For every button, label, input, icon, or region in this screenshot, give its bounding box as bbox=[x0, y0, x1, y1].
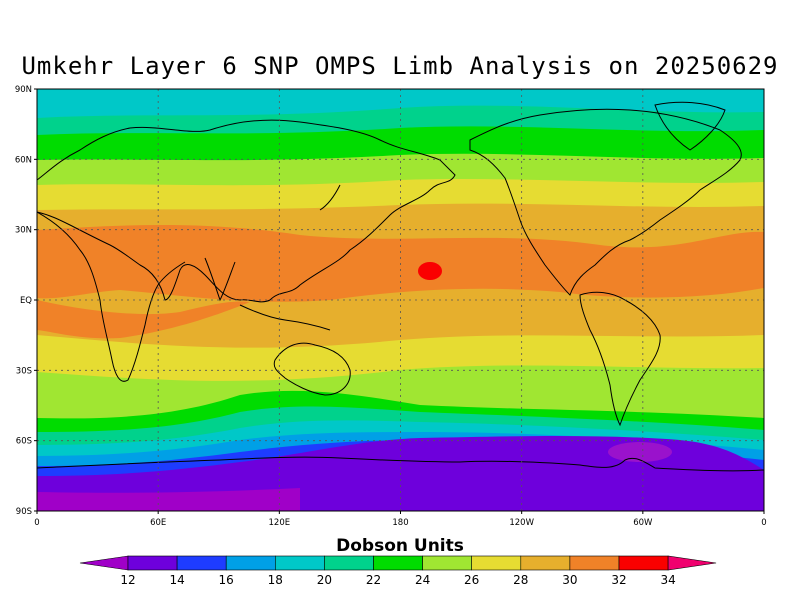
coast-north-america bbox=[469, 108, 742, 296]
coastlines bbox=[37, 101, 764, 472]
coast-south-america bbox=[579, 291, 661, 427]
lat-label: 30S bbox=[16, 366, 32, 376]
coast-europe-asia bbox=[37, 119, 456, 303]
band-12-14 bbox=[37, 488, 300, 511]
colorbar-tick-label: 14 bbox=[169, 573, 184, 587]
band-34-plus bbox=[418, 262, 442, 280]
lon-label: 120W bbox=[509, 518, 534, 528]
colorbar-segment bbox=[373, 555, 423, 571]
band-22-24-south bbox=[37, 406, 764, 452]
colorbar-label: Dobson Units bbox=[336, 536, 464, 556]
coast-antarctica bbox=[37, 456, 764, 472]
lon-label: 0 bbox=[34, 518, 39, 528]
coast-africa bbox=[37, 211, 186, 382]
colorbar-segment bbox=[471, 555, 522, 571]
chart-title: Umkehr Layer 6 SNP OMPS Limb Analysis on… bbox=[21, 52, 779, 80]
colorbar-segment bbox=[274, 555, 325, 571]
lat-label: 30N bbox=[15, 226, 32, 236]
lon-label: 0 bbox=[761, 518, 766, 528]
lat-label: 90N bbox=[15, 85, 32, 95]
coast-india bbox=[204, 257, 236, 302]
colorbar-segment bbox=[520, 555, 571, 571]
colorbar-tick-label: 26 bbox=[464, 573, 479, 587]
colorbar-tick-label: 34 bbox=[660, 573, 675, 587]
colorbar-segment bbox=[225, 555, 276, 571]
coast-indonesia bbox=[239, 304, 331, 331]
longitude-labels: 0 60E 120E 180 120W 60W 0 bbox=[34, 511, 767, 528]
lon-label: 180 bbox=[392, 518, 408, 528]
colorbar-tick-label: 16 bbox=[219, 573, 234, 587]
lon-label: 60W bbox=[633, 518, 653, 528]
band-20-22-south bbox=[37, 420, 764, 462]
lat-label: EQ bbox=[20, 296, 32, 306]
colorbar-arrow-low bbox=[79, 555, 129, 571]
colorbar-segment bbox=[569, 555, 620, 571]
colorbar-arrow-high bbox=[667, 555, 717, 571]
colorbar-tick-label: 22 bbox=[366, 573, 381, 587]
colorbar-segment bbox=[127, 555, 178, 571]
colorbar-segment bbox=[176, 555, 227, 571]
lon-label: 120E bbox=[269, 518, 291, 528]
colorbar-tick-label: 32 bbox=[611, 573, 626, 587]
lat-label: 60S bbox=[16, 437, 32, 447]
lat-label: 90S bbox=[16, 507, 32, 517]
colorbar-tick-label: 12 bbox=[120, 573, 135, 587]
band-32-34-south-lobe bbox=[37, 300, 250, 339]
colorbar-segment bbox=[618, 555, 669, 571]
coast-australia bbox=[273, 342, 351, 396]
colorbar: 12 14 16 18 20 22 24 26 28 30 32 34 bbox=[79, 555, 717, 587]
graticule bbox=[37, 89, 764, 511]
lon-label: 60E bbox=[150, 518, 166, 528]
lat-label: 60N bbox=[15, 155, 32, 165]
coast-japan bbox=[319, 184, 341, 211]
band-low-patch bbox=[608, 442, 672, 462]
colorbar-tick-label: 20 bbox=[317, 573, 332, 587]
colorbar-tick-label: 24 bbox=[415, 573, 430, 587]
colorbar-tick-label: 18 bbox=[268, 573, 283, 587]
coast-greenland bbox=[654, 101, 726, 151]
colorbar-segment bbox=[324, 555, 374, 571]
colorbar-tick-label: 30 bbox=[562, 573, 577, 587]
colorbar-tick-label: 28 bbox=[513, 573, 528, 587]
latitude-labels: 90N 60N 30N EQ 30S 60S 90S bbox=[15, 85, 37, 517]
colorbar-segment bbox=[422, 555, 473, 571]
